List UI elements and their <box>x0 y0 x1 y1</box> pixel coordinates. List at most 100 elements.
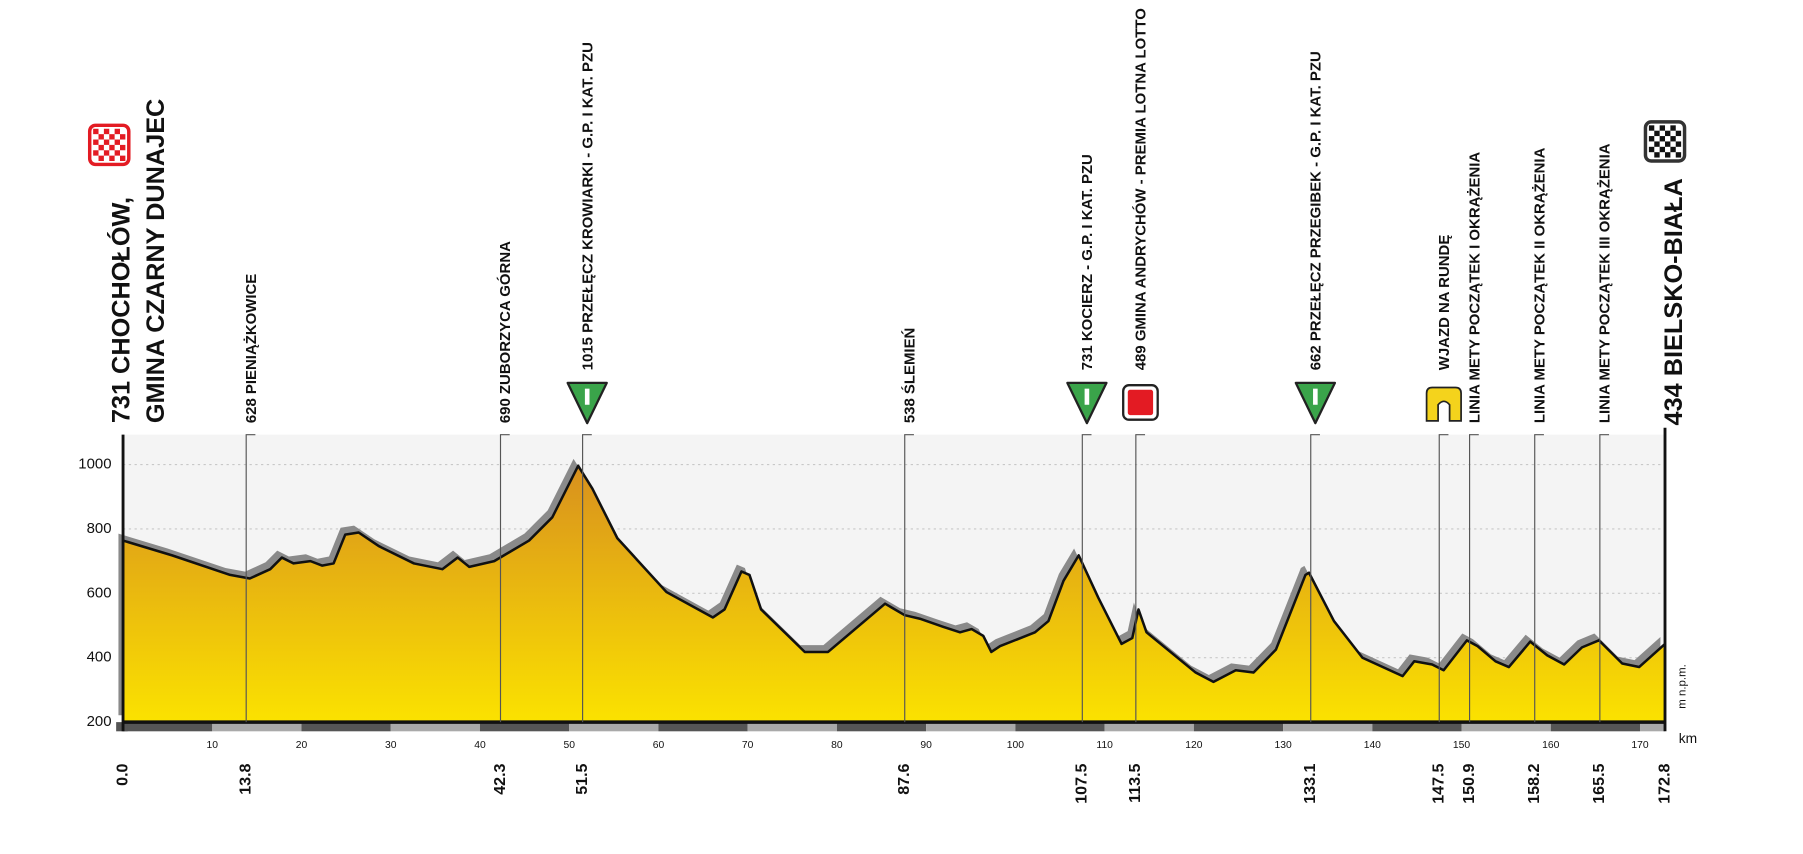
km-label: 113.5 <box>1126 763 1144 802</box>
distance-band <box>479 722 570 732</box>
point-label: 731 KOCIERZ - G.P. I KAT. PZU <box>1079 154 1096 370</box>
distance-band <box>658 722 748 732</box>
x-tick-label: 50 <box>563 740 575 751</box>
y-tick-label: 600 <box>87 584 112 601</box>
distance-band <box>123 722 213 732</box>
flag-cell <box>119 134 126 140</box>
flag-cell <box>1654 141 1660 147</box>
start-label: GMINA CZARNY DUNAJEC <box>142 99 170 423</box>
point-line <box>499 434 510 723</box>
climb-icon-mark <box>1084 388 1090 405</box>
distance-band <box>1550 722 1641 732</box>
point-label: 628 PIENIĄŻKOWICE <box>243 274 260 423</box>
x-tick-label: 170 <box>1631 740 1648 751</box>
x-tick-label: 90 <box>920 740 932 751</box>
x-tick-label: 100 <box>1007 740 1024 751</box>
km-label: 0.0 <box>113 763 131 785</box>
km-label: 13.8 <box>236 763 254 794</box>
x-tick-label: 40 <box>474 740 486 751</box>
point-line <box>1310 434 1320 723</box>
profile-area <box>123 465 1666 723</box>
flag-cell <box>93 150 99 156</box>
point-line <box>245 434 256 723</box>
distance-band <box>836 722 927 732</box>
flag-cell <box>1648 125 1655 131</box>
distance-band <box>747 722 837 732</box>
distance-band <box>1104 722 1194 732</box>
x-tick-label: 150 <box>1453 740 1470 751</box>
y-tick-label: 1000 <box>78 455 111 472</box>
km-label: 133.1 <box>1301 763 1319 803</box>
distance-band <box>1640 722 1666 732</box>
climb-icon-mark <box>1313 388 1318 405</box>
finish-label: 434 BIELSKO-BIAŁA <box>1660 178 1688 425</box>
flag-cell <box>114 150 120 156</box>
distance-band <box>569 722 659 732</box>
point-line <box>1081 434 1092 723</box>
climb-icon-mark <box>584 388 590 405</box>
point-line <box>904 434 914 723</box>
flag-cell <box>1659 136 1666 142</box>
x-tick-label: 140 <box>1364 740 1381 751</box>
distance-band <box>926 722 1016 732</box>
flag-cell <box>103 128 110 135</box>
x-tick-label: 30 <box>385 740 397 751</box>
flag-cell <box>1670 125 1676 131</box>
point-label: 489 GMINA ANDRYCHÓW - PREMIA LOTNA LOTTO <box>1132 8 1150 370</box>
km-label: 172.8 <box>1655 763 1673 803</box>
x-tick-label: 110 <box>1096 740 1113 751</box>
x-tick-label: 60 <box>653 740 665 751</box>
y-axis-label: m n.p.m. <box>1676 664 1688 709</box>
flag-cell <box>1675 152 1682 158</box>
distance-band <box>212 722 302 732</box>
x-tick-label: 10 <box>207 740 219 751</box>
profile-line <box>122 464 1666 684</box>
point-label: 1015 PRZEŁĘCZ KROWIARKI - G.P. I KAT. PZ… <box>579 42 596 370</box>
flag-cell <box>109 155 115 162</box>
point-label: 662 PRZEŁĘCZ PRZEGIBEK - G.P. I KAT. PZU <box>1307 51 1324 370</box>
km-label: 107.5 <box>1073 763 1091 803</box>
y-tick-label: 200 <box>87 713 112 730</box>
x-axis-label: km <box>1679 731 1697 746</box>
flag-cell <box>98 144 104 151</box>
point-label: LINIA METY POCZĄTEK II OKRĄŻENIA <box>1531 147 1548 423</box>
distance-band <box>1283 722 1373 732</box>
flag-cell <box>1648 146 1655 153</box>
x-tick-label: 130 <box>1274 740 1291 751</box>
distance-band <box>390 722 480 732</box>
flag-cell <box>114 139 120 145</box>
lap-icon <box>1425 386 1462 422</box>
flag-cell <box>1659 146 1666 153</box>
km-label: 51.5 <box>573 763 591 794</box>
finish-flag <box>1643 120 1687 163</box>
flag-cell <box>1665 130 1671 137</box>
flag-cell <box>103 150 110 156</box>
flag-cell <box>98 155 104 162</box>
flag-cell <box>1654 130 1660 137</box>
start-label: 731 CHOCHOŁÓW, <box>106 197 136 423</box>
distance-band <box>1015 722 1105 732</box>
flag-cell <box>103 139 110 145</box>
km-label: 42.3 <box>491 763 509 794</box>
point-line <box>1534 434 1544 723</box>
flag-cell <box>119 144 126 151</box>
distance-band <box>1372 722 1462 732</box>
point-label: 690 ZUBORZYCA GÓRNA <box>496 241 514 423</box>
point-label: 538 ŚLEMIEŃ <box>900 328 918 423</box>
x-tick-label: 70 <box>742 740 754 751</box>
point-line <box>582 434 592 723</box>
x-tick-label: 160 <box>1542 740 1559 751</box>
distance-band <box>1193 722 1284 732</box>
km-label: 147.5 <box>1429 763 1447 803</box>
flag-cell <box>1665 152 1671 158</box>
x-tick-label: 20 <box>296 740 308 751</box>
flag-cell <box>114 128 120 135</box>
sprint-icon-inner <box>1127 389 1154 416</box>
flag-cell <box>109 134 115 140</box>
x-tick-label: 80 <box>831 740 843 751</box>
flag-cell <box>1659 125 1666 131</box>
flag-cell <box>1675 130 1682 137</box>
flag-cell <box>1665 141 1671 147</box>
point-line <box>1599 434 1610 723</box>
